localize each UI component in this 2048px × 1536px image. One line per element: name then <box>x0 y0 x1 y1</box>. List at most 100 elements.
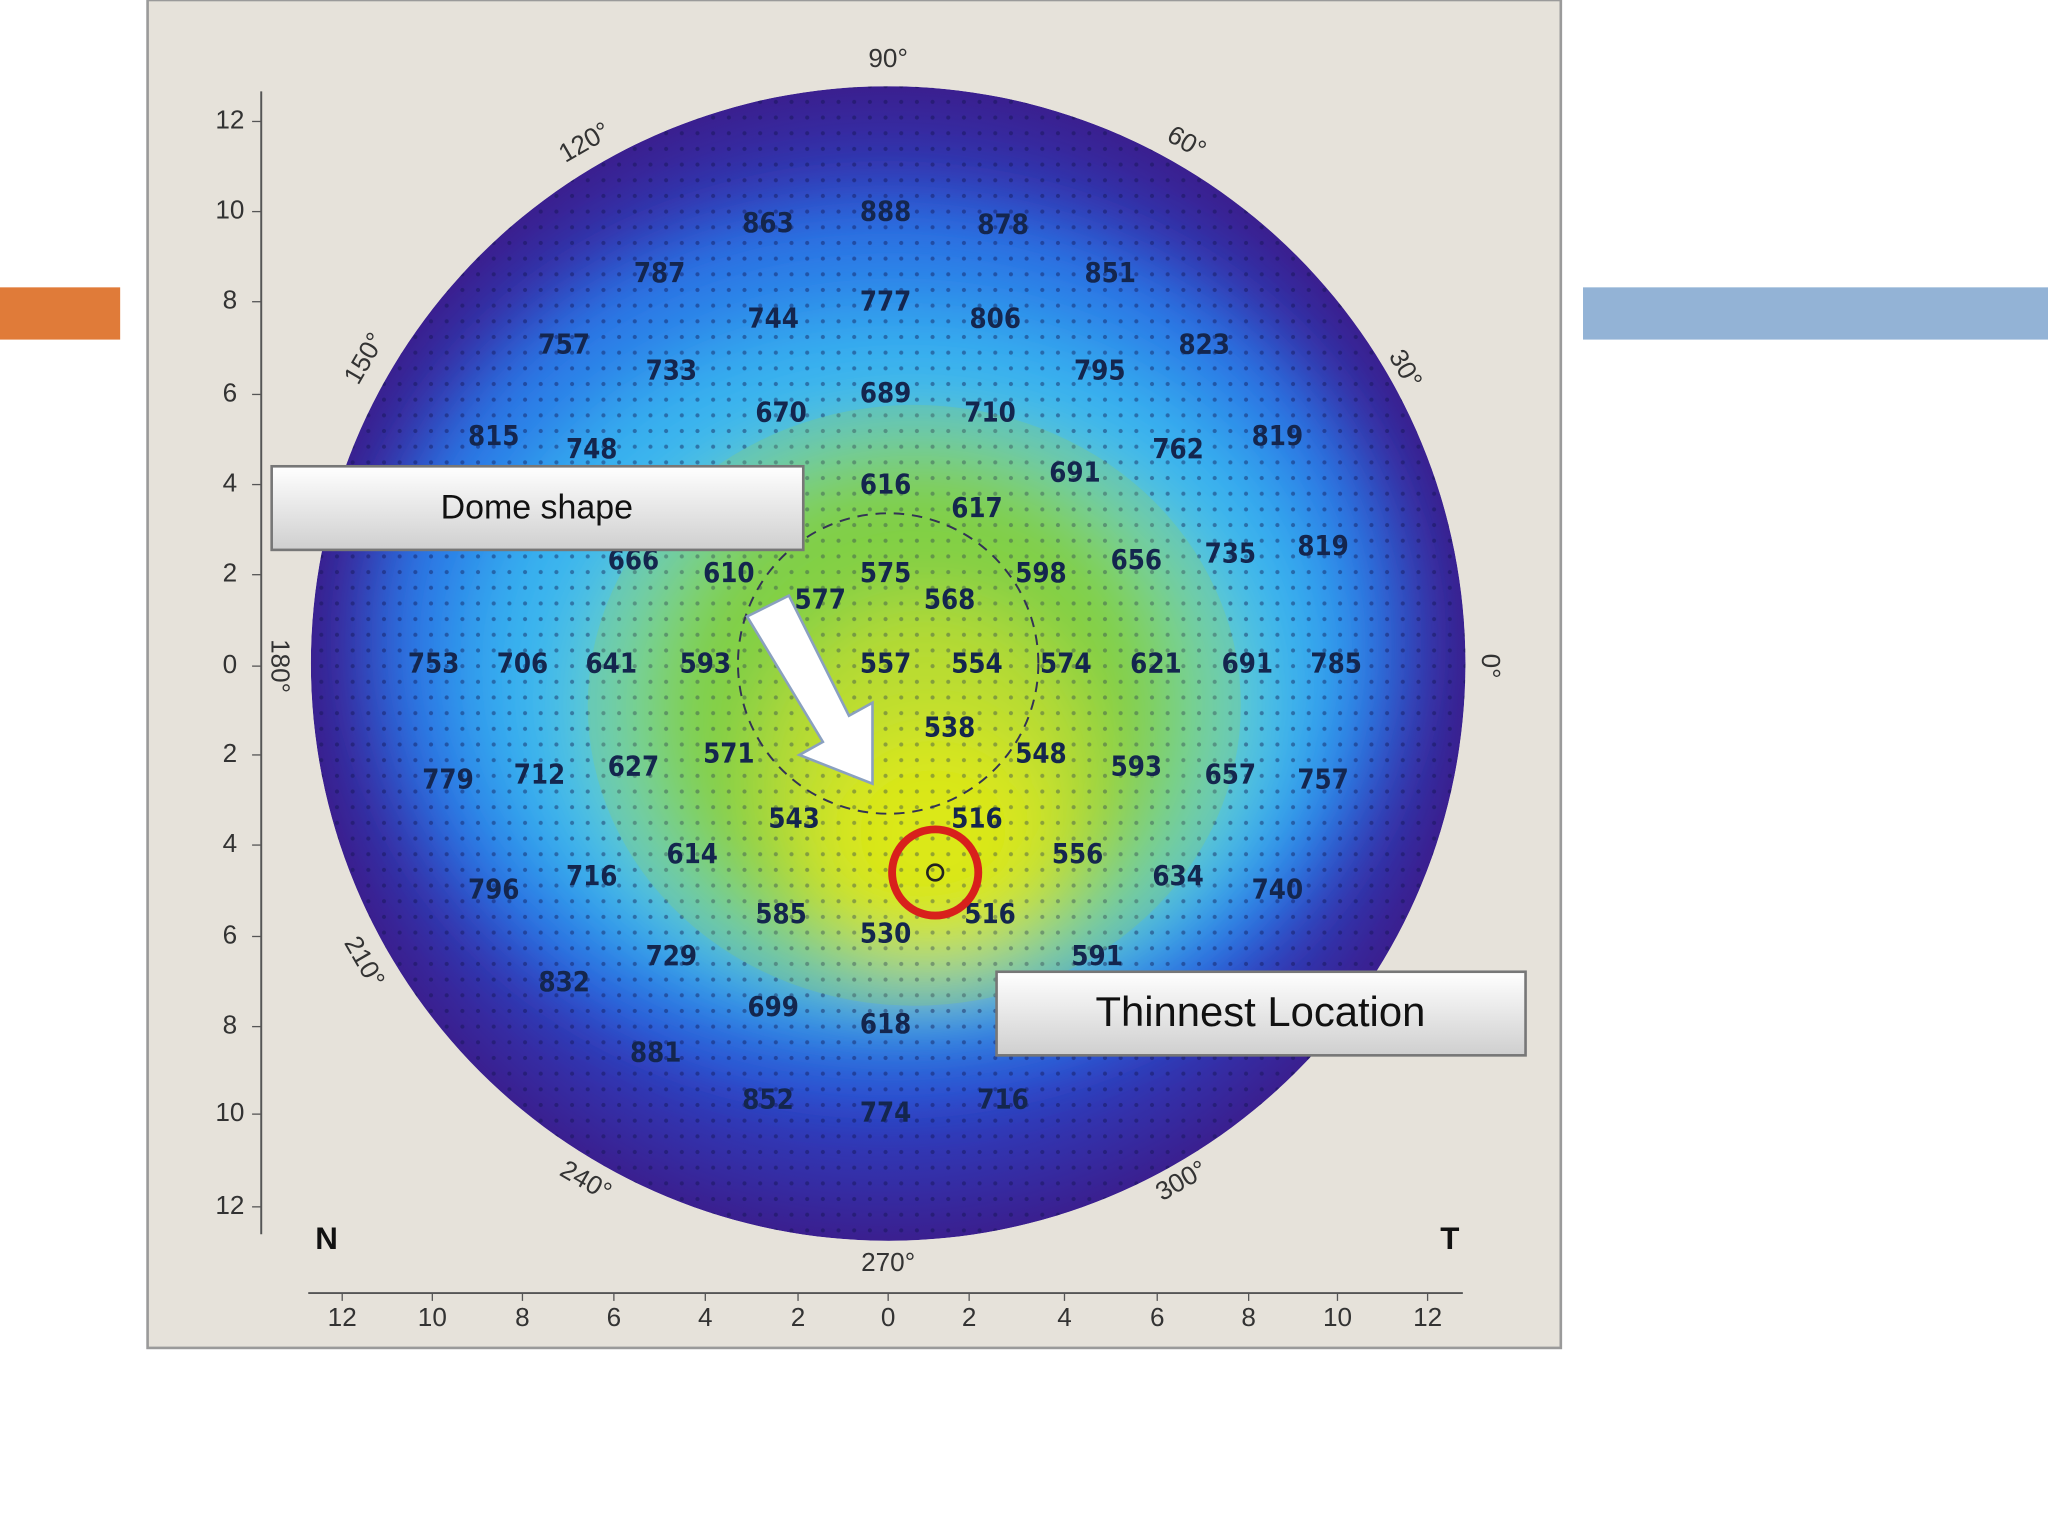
x-tick-label: 6 <box>607 1302 622 1332</box>
thickness-reading: 716 <box>566 861 617 892</box>
thickness-reading: 598 <box>1015 558 1066 589</box>
thickness-reading: 795 <box>1074 356 1125 387</box>
y-tick-label: 8 <box>223 285 238 315</box>
arrow <box>745 593 874 786</box>
corner-label: T <box>1440 1221 1459 1256</box>
y-tick-label: 10 <box>215 194 244 224</box>
angle-label: 270° <box>861 1247 915 1277</box>
x-tick-label: 4 <box>698 1302 713 1332</box>
thickness-reading: 815 <box>468 421 519 452</box>
thinnest-point <box>926 863 945 882</box>
thickness-reading: 777 <box>860 287 911 318</box>
thickness-reading: 556 <box>1052 839 1103 870</box>
thickness-reading: 670 <box>755 398 806 429</box>
y-tick-label: 12 <box>215 104 244 134</box>
y-tick-label: 2 <box>223 558 238 588</box>
thickness-reading: 657 <box>1205 759 1256 790</box>
thickness-reading: 656 <box>1111 545 1162 576</box>
x-tick-label: 2 <box>962 1302 977 1332</box>
thickness-reading: 774 <box>860 1098 911 1129</box>
thickness-reading: 851 <box>1084 258 1135 289</box>
thickness-reading: 806 <box>970 304 1021 335</box>
y-tick-label: 10 <box>215 1097 244 1127</box>
thickness-reading: 712 <box>514 759 565 790</box>
thickness-reading: 740 <box>1252 874 1303 905</box>
angle-label: 0° <box>1476 654 1506 679</box>
x-tick-label: 10 <box>418 1302 447 1332</box>
thickness-reading: 591 <box>1071 941 1122 972</box>
callout-box <box>995 970 1527 1057</box>
thickness-reading: 716 <box>977 1085 1028 1116</box>
y-tick-label: 4 <box>223 467 238 497</box>
y-tick-label: 6 <box>223 919 238 949</box>
x-tick-label: 2 <box>791 1302 806 1332</box>
thickness-reading: 852 <box>742 1085 793 1116</box>
thickness-reading: 779 <box>422 765 473 796</box>
accent-bar-right <box>1583 287 2048 340</box>
x-tick-label: 12 <box>1413 1302 1442 1332</box>
thickness-reading: 548 <box>1015 738 1066 769</box>
angle-label: 180° <box>265 639 295 693</box>
thickness-reading: 787 <box>634 258 685 289</box>
thickness-reading: 757 <box>539 330 590 361</box>
thickness-reading: 878 <box>977 209 1028 240</box>
thickness-reading: 538 <box>924 712 975 743</box>
thickness-reading: 577 <box>795 584 846 615</box>
thickness-reading: 753 <box>408 648 459 679</box>
thickness-reading: 634 <box>1152 861 1203 892</box>
thickness-reading: 516 <box>964 899 1015 930</box>
corner-label: N <box>315 1221 338 1256</box>
thickness-reading: 568 <box>924 584 975 615</box>
angle-label: 90° <box>868 43 907 73</box>
y-tick-label: 4 <box>223 828 238 858</box>
thickness-reading: 699 <box>747 992 798 1023</box>
pachymetry-map <box>310 86 1466 1241</box>
thickness-reading: 575 <box>860 558 911 589</box>
thickness-reading: 735 <box>1205 539 1256 570</box>
x-tick-label: 6 <box>1150 1302 1165 1332</box>
thickness-reading: 689 <box>860 378 911 409</box>
thickness-reading: 618 <box>860 1009 911 1040</box>
thickness-reading: 796 <box>468 874 519 905</box>
thinnest-marker <box>888 825 983 920</box>
y-tick-label: 12 <box>215 1190 244 1220</box>
thickness-reading: 863 <box>742 208 793 239</box>
accent-bar-left <box>0 287 121 340</box>
thickness-reading: 691 <box>1222 648 1273 679</box>
thickness-reading: 557 <box>860 648 911 679</box>
thickness-reading: 516 <box>951 804 1002 835</box>
y-tick-label: 6 <box>223 377 238 407</box>
thickness-reading: 733 <box>646 356 697 387</box>
thickness-reading: 593 <box>680 648 731 679</box>
thickness-reading: 610 <box>703 558 754 589</box>
zone-circle <box>736 512 1040 815</box>
thickness-reading: 710 <box>964 398 1015 429</box>
x-tick-label: 10 <box>1323 1302 1352 1332</box>
thickness-reading: 627 <box>608 752 659 783</box>
thickness-reading: 785 <box>1310 648 1361 679</box>
x-tick-label: 12 <box>328 1302 357 1332</box>
thickness-reading: 819 <box>1297 531 1348 562</box>
x-tick-label: 0 <box>881 1302 896 1332</box>
thickness-reading: 819 <box>1252 421 1303 452</box>
thickness-reading: 762 <box>1152 434 1203 465</box>
y-tick-label: 2 <box>223 738 238 768</box>
x-tick-label: 4 <box>1057 1302 1072 1332</box>
thickness-reading: 641 <box>586 648 637 679</box>
callout-thinnest: Thinnest Location <box>1095 988 1425 1035</box>
x-tick-label: 8 <box>1241 1302 1256 1332</box>
thickness-reading: 706 <box>497 648 548 679</box>
thickness-reading: 571 <box>703 738 754 769</box>
thickness-reading: 621 <box>1130 648 1181 679</box>
callout-dome: Dome shape <box>441 488 633 526</box>
thickness-reading: 585 <box>755 899 806 930</box>
thickness-reading: 574 <box>1040 648 1091 679</box>
thickness-reading: 530 <box>860 919 911 950</box>
thickness-reading: 617 <box>951 493 1002 524</box>
y-tick-label: 8 <box>223 1010 238 1040</box>
thickness-reading: 593 <box>1111 752 1162 783</box>
y-tick-label: 0 <box>223 649 238 679</box>
thickness-reading: 691 <box>1049 458 1100 489</box>
